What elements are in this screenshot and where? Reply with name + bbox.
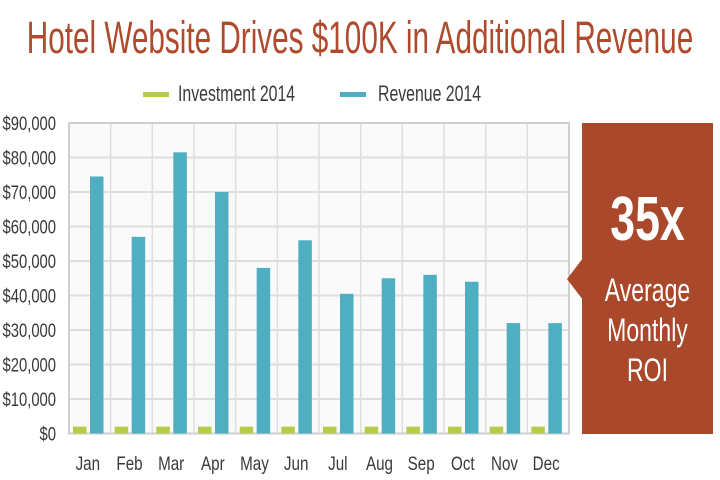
legend-swatch-investment (143, 92, 169, 97)
revenue-bar (256, 267, 271, 434)
legend-label-revenue: Revenue 2014 (378, 81, 482, 106)
y-tick-label: $10,000 (2, 389, 56, 410)
revenue-bar (548, 323, 562, 434)
revenue-bar (506, 323, 521, 434)
x-tick-label: Nov (491, 452, 518, 474)
y-tick-label: $40,000 (2, 286, 56, 307)
y-tick-label: $30,000 (2, 320, 56, 341)
revenue-bar (215, 192, 229, 434)
legend-swatch-revenue (340, 92, 366, 97)
x-tick-label: Jun (284, 452, 308, 474)
x-tick-label: Dec (533, 452, 560, 474)
investment-bar (156, 426, 170, 434)
investment-bar (323, 426, 337, 434)
investment-bar (364, 426, 379, 434)
chart-title: Hotel Website Drives $100K in Additional… (26, 12, 694, 63)
investment-bar (281, 426, 295, 434)
y-tick-label: $0 (40, 424, 56, 445)
revenue-bar (131, 236, 146, 434)
bar-chart: $0 $10,000 $20,000 $30,000 $40,000 $50,000 $60… (2, 113, 570, 474)
x-tick-label: Oct (451, 452, 475, 474)
legend-item-investment: Investment 2014 (143, 82, 313, 106)
revenue-bar (465, 281, 479, 434)
y-tick-label: $90,000 (2, 113, 56, 134)
x-tick-label: Feb (116, 452, 142, 474)
investment-bar (489, 426, 504, 434)
roi-value: 35x (610, 185, 685, 254)
x-tick-label: Sep (408, 452, 435, 474)
revenue-bar (90, 176, 104, 434)
revenue-bar (173, 152, 187, 434)
revenue-bar (423, 274, 437, 434)
y-tick-label: $70,000 (2, 182, 56, 203)
x-tick-label: Mar (158, 452, 184, 474)
investment-bar (198, 426, 212, 434)
investment-bar (239, 426, 254, 434)
legend-item-revenue: Revenue 2014 (340, 82, 500, 106)
x-tick-label: Apr (201, 452, 225, 474)
roi-label-line3: ROI (627, 352, 668, 388)
y-tick-label: $20,000 (2, 355, 56, 376)
x-tick-label: May (240, 452, 269, 474)
roi-label-line1: Average (604, 272, 691, 308)
y-tick-label: $50,000 (2, 251, 56, 272)
investment-bar (114, 426, 129, 434)
revenue-bar (298, 240, 312, 434)
investment-bar (73, 426, 87, 434)
x-tick-label: Jul (328, 452, 347, 474)
callout-arrow (567, 258, 583, 300)
roi-callout: 35x Average Monthly ROI (582, 123, 713, 434)
investment-bar (406, 426, 420, 434)
legend-label-investment: Investment 2014 (178, 81, 296, 106)
roi-label-line2: Monthly (607, 312, 688, 348)
y-tick-label: $60,000 (2, 217, 56, 238)
y-tick-label: $80,000 (2, 148, 56, 169)
chart-title-container: Hotel Website Drives $100K in Additional… (0, 10, 720, 66)
revenue-bar (381, 278, 396, 434)
x-tick-label: Jan (76, 452, 100, 474)
x-tick-label: Aug (366, 452, 393, 474)
revenue-bar (340, 293, 354, 434)
investment-bar (448, 426, 462, 434)
investment-bar (531, 426, 545, 434)
